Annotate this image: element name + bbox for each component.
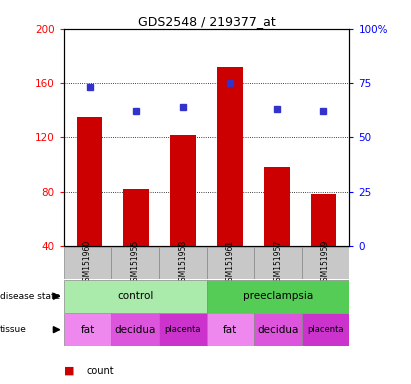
Bar — [170, 134, 196, 246]
Bar — [123, 189, 149, 246]
Bar — [64, 313, 111, 346]
Bar — [217, 67, 243, 246]
Bar — [111, 247, 159, 279]
Bar — [206, 247, 254, 279]
Text: GSM151959: GSM151959 — [321, 240, 330, 286]
Text: disease state: disease state — [0, 292, 60, 301]
Title: GDS2548 / 219377_at: GDS2548 / 219377_at — [138, 15, 275, 28]
Text: placenta: placenta — [307, 325, 344, 334]
Bar — [64, 247, 111, 279]
Bar — [254, 313, 302, 346]
Bar — [159, 313, 206, 346]
Text: tissue: tissue — [0, 325, 27, 334]
Text: GSM151960: GSM151960 — [83, 240, 92, 286]
Bar — [311, 194, 336, 246]
Text: GSM151957: GSM151957 — [273, 240, 282, 286]
Text: control: control — [117, 291, 153, 301]
Text: decidua: decidua — [257, 324, 299, 335]
Bar — [264, 167, 290, 246]
Bar — [111, 313, 159, 346]
Bar — [77, 117, 102, 246]
Text: GSM151958: GSM151958 — [178, 240, 187, 286]
Bar — [159, 247, 206, 279]
Bar — [302, 313, 349, 346]
Text: GSM151961: GSM151961 — [226, 240, 235, 286]
Text: GSM151955: GSM151955 — [131, 240, 140, 286]
Text: fat: fat — [81, 324, 95, 335]
Text: ■: ■ — [64, 366, 74, 376]
Text: fat: fat — [223, 324, 238, 335]
Text: placenta: placenta — [164, 325, 201, 334]
Bar — [302, 247, 349, 279]
Bar — [206, 280, 349, 313]
Text: decidua: decidua — [114, 324, 156, 335]
Text: count: count — [86, 366, 114, 376]
Text: preeclampsia: preeclampsia — [243, 291, 313, 301]
Bar — [254, 247, 302, 279]
Bar — [206, 313, 254, 346]
Bar — [64, 280, 206, 313]
